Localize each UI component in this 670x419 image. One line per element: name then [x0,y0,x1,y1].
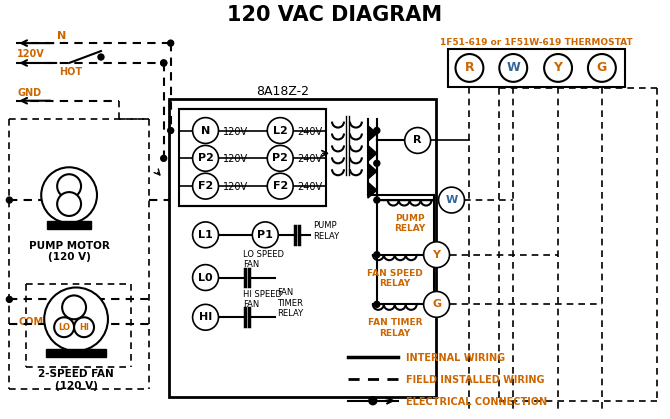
Circle shape [544,54,572,82]
Text: HOT: HOT [60,67,82,77]
Text: 8A18Z-2: 8A18Z-2 [256,85,309,98]
Bar [47,221,91,229]
Text: R: R [413,135,422,145]
Circle shape [588,54,616,82]
Text: L1: L1 [198,230,213,240]
Text: W: W [507,62,520,75]
Text: FAN SPEED
RELAY: FAN SPEED RELAY [367,269,423,288]
Circle shape [168,127,174,134]
Text: PUMP MOTOR
(120 V): PUMP MOTOR (120 V) [29,241,109,262]
Circle shape [98,54,104,60]
Text: PUMP
RELAY: PUMP RELAY [313,221,339,241]
Text: 120V: 120V [17,49,45,59]
Circle shape [192,145,218,171]
Text: N: N [201,126,210,135]
Text: N: N [56,31,66,41]
Circle shape [192,222,218,248]
Circle shape [192,265,218,290]
Circle shape [253,222,278,248]
Circle shape [374,301,380,308]
Circle shape [161,60,167,66]
Circle shape [369,397,377,405]
Text: HI: HI [79,323,89,332]
Circle shape [161,155,167,161]
Circle shape [7,197,12,203]
Text: G: G [597,62,607,75]
Text: P2: P2 [272,153,288,163]
Polygon shape [368,182,377,198]
Text: Y: Y [553,62,563,75]
Text: 120V: 120V [222,154,248,164]
Circle shape [267,118,293,143]
Circle shape [423,242,450,268]
Text: R: R [464,62,474,75]
Text: L2: L2 [273,126,287,135]
Circle shape [374,252,380,258]
Circle shape [192,304,218,330]
Circle shape [54,317,74,337]
Circle shape [439,187,464,213]
Circle shape [374,197,380,203]
Circle shape [405,127,431,153]
Bar [448,49,625,87]
Text: L0: L0 [198,272,213,282]
Circle shape [7,296,12,303]
Circle shape [192,173,218,199]
Circle shape [374,127,380,134]
Text: 240V: 240V [297,182,322,192]
Text: FAN TIMER
RELAY: FAN TIMER RELAY [368,318,422,338]
Text: FIELD INSTALLED WIRING: FIELD INSTALLED WIRING [406,375,544,385]
Bar [169,99,436,397]
Circle shape [74,317,94,337]
Polygon shape [368,145,377,161]
Bar [179,109,326,206]
Circle shape [161,60,167,66]
Text: 240V: 240V [297,127,322,137]
Text: G: G [432,299,441,309]
Circle shape [374,160,380,166]
Text: FAN
TIMER
RELAY: FAN TIMER RELAY [277,288,304,318]
Circle shape [42,167,97,223]
Circle shape [57,174,81,198]
Circle shape [499,54,527,82]
Text: F2: F2 [198,181,213,191]
Text: LO SPEED
FAN: LO SPEED FAN [243,250,284,269]
Text: COM: COM [19,317,44,327]
Text: 2-SPEED FAN
(120 V): 2-SPEED FAN (120 V) [38,369,114,391]
Circle shape [267,145,293,171]
Text: Y: Y [433,250,441,260]
Circle shape [44,287,108,351]
Circle shape [456,54,483,82]
Circle shape [423,292,450,317]
Text: LO: LO [58,323,70,332]
Circle shape [168,40,174,46]
Text: P2: P2 [198,153,214,163]
Text: 240V: 240V [297,154,322,164]
Polygon shape [368,163,377,179]
Circle shape [192,118,218,143]
Text: F2: F2 [273,181,288,191]
Text: 120V: 120V [222,182,248,192]
Text: PUMP
RELAY: PUMP RELAY [394,214,425,233]
Circle shape [57,192,81,216]
Circle shape [267,173,293,199]
Text: HI: HI [199,312,212,322]
Bar [46,349,106,357]
Polygon shape [368,126,377,142]
Text: HI SPEED
FAN: HI SPEED FAN [243,290,282,309]
Text: ELECTRICAL CONNECTION: ELECTRICAL CONNECTION [406,397,547,407]
Text: 120 VAC DIAGRAM: 120 VAC DIAGRAM [227,5,443,25]
Text: INTERNAL WIRING: INTERNAL WIRING [406,353,505,363]
Text: 1F51-619 or 1F51W-619 THERMOSTAT: 1F51-619 or 1F51W-619 THERMOSTAT [440,38,632,47]
Text: GND: GND [17,88,42,98]
Text: 120V: 120V [222,127,248,137]
Circle shape [62,295,86,319]
Text: P1: P1 [257,230,273,240]
Text: W: W [446,195,458,205]
